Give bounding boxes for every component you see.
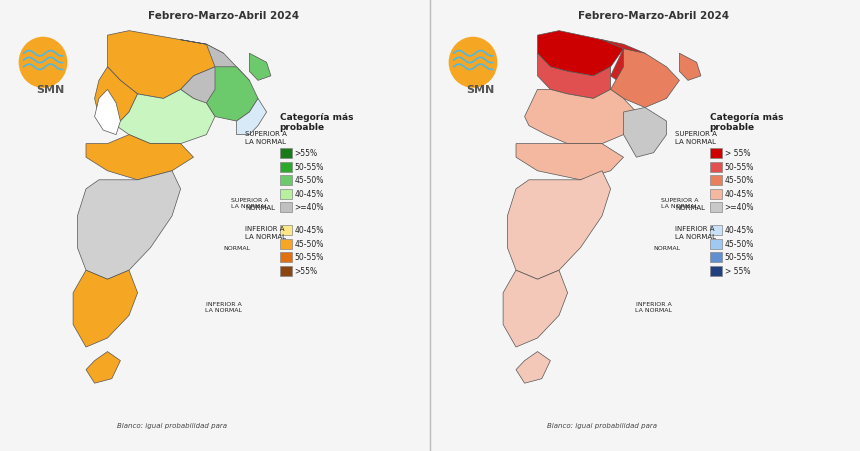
Text: INFERIOR A
LA NORMAL: INFERIOR A LA NORMAL xyxy=(245,226,286,239)
Text: 40-45%: 40-45% xyxy=(724,189,754,198)
FancyBboxPatch shape xyxy=(280,176,292,186)
Text: INFERIOR A
LA NORMAL: INFERIOR A LA NORMAL xyxy=(205,301,243,312)
FancyBboxPatch shape xyxy=(710,226,722,235)
Text: >=40%: >=40% xyxy=(724,203,754,212)
Polygon shape xyxy=(237,99,267,135)
Polygon shape xyxy=(525,90,636,144)
Text: 50-55%: 50-55% xyxy=(724,253,754,262)
FancyBboxPatch shape xyxy=(710,149,722,159)
Text: >=40%: >=40% xyxy=(294,203,324,212)
Circle shape xyxy=(19,38,67,88)
Text: SUPERIOR A
LA NORMAL: SUPERIOR A LA NORMAL xyxy=(230,198,268,208)
Polygon shape xyxy=(86,352,120,383)
Text: Blanco: igual probabilidad para: Blanco: igual probabilidad para xyxy=(547,423,657,428)
FancyBboxPatch shape xyxy=(280,189,292,199)
Text: 45-50%: 45-50% xyxy=(724,176,754,185)
FancyBboxPatch shape xyxy=(280,253,292,262)
Text: 40-45%: 40-45% xyxy=(724,226,754,235)
Text: 45-50%: 45-50% xyxy=(724,239,754,248)
FancyBboxPatch shape xyxy=(710,176,722,186)
Text: >55%: >55% xyxy=(294,266,317,275)
Text: >55%: >55% xyxy=(294,149,317,158)
FancyBboxPatch shape xyxy=(710,253,722,262)
Circle shape xyxy=(449,38,497,88)
Polygon shape xyxy=(507,171,611,280)
Polygon shape xyxy=(95,68,138,126)
Text: INFERIOR A
LA NORMAL: INFERIOR A LA NORMAL xyxy=(675,226,716,239)
FancyBboxPatch shape xyxy=(710,266,722,276)
Text: Febrero-Marzo-Abril 2024: Febrero-Marzo-Abril 2024 xyxy=(578,11,729,21)
FancyBboxPatch shape xyxy=(280,266,292,276)
Polygon shape xyxy=(679,54,701,81)
FancyBboxPatch shape xyxy=(280,162,292,172)
FancyBboxPatch shape xyxy=(280,203,292,213)
Text: 45-50%: 45-50% xyxy=(294,176,324,185)
Text: NORMAL: NORMAL xyxy=(653,245,680,251)
Text: SMN: SMN xyxy=(466,84,494,94)
Text: Categoría más
probable: Categoría más probable xyxy=(710,113,783,132)
Text: 50-55%: 50-55% xyxy=(294,253,324,262)
Text: INFERIOR A
LA NORMAL: INFERIOR A LA NORMAL xyxy=(635,301,673,312)
Polygon shape xyxy=(538,32,624,77)
Polygon shape xyxy=(249,54,271,81)
FancyBboxPatch shape xyxy=(280,226,292,235)
Text: 45-50%: 45-50% xyxy=(294,239,324,248)
Polygon shape xyxy=(602,41,654,86)
Text: SUPERIOR A
LA NORMAL: SUPERIOR A LA NORMAL xyxy=(675,131,717,144)
Text: SUPERIOR A
LA NORMAL: SUPERIOR A LA NORMAL xyxy=(245,131,287,144)
Polygon shape xyxy=(181,41,249,108)
Polygon shape xyxy=(86,135,194,180)
Polygon shape xyxy=(116,90,215,144)
Polygon shape xyxy=(73,271,138,347)
Polygon shape xyxy=(516,352,550,383)
FancyBboxPatch shape xyxy=(710,239,722,249)
FancyBboxPatch shape xyxy=(710,189,722,199)
Polygon shape xyxy=(611,50,679,108)
Text: Categoría más
probable: Categoría más probable xyxy=(280,113,353,132)
Text: > 55%: > 55% xyxy=(724,266,750,275)
Text: 40-45%: 40-45% xyxy=(294,226,324,235)
Text: SUPERIOR A
LA NORMAL: SUPERIOR A LA NORMAL xyxy=(660,198,698,208)
Text: Febrero-Marzo-Abril 2024: Febrero-Marzo-Abril 2024 xyxy=(148,11,299,21)
FancyBboxPatch shape xyxy=(280,149,292,159)
Text: > 55%: > 55% xyxy=(724,149,750,158)
Text: NORMAL: NORMAL xyxy=(245,204,275,211)
Polygon shape xyxy=(108,32,224,99)
Text: NORMAL: NORMAL xyxy=(675,204,705,211)
Text: NORMAL: NORMAL xyxy=(223,245,250,251)
Text: 50-55%: 50-55% xyxy=(294,162,324,171)
Polygon shape xyxy=(95,90,120,135)
FancyBboxPatch shape xyxy=(710,203,722,213)
Polygon shape xyxy=(503,271,568,347)
Polygon shape xyxy=(538,54,611,99)
Polygon shape xyxy=(624,108,666,158)
Polygon shape xyxy=(77,171,181,280)
Text: 40-45%: 40-45% xyxy=(294,189,324,198)
Polygon shape xyxy=(206,68,258,122)
Text: Blanco: igual probabilidad para: Blanco: igual probabilidad para xyxy=(117,423,227,428)
Text: SMN: SMN xyxy=(36,84,64,94)
FancyBboxPatch shape xyxy=(280,239,292,249)
FancyBboxPatch shape xyxy=(710,162,722,172)
Polygon shape xyxy=(516,144,624,180)
Text: 50-55%: 50-55% xyxy=(724,162,754,171)
